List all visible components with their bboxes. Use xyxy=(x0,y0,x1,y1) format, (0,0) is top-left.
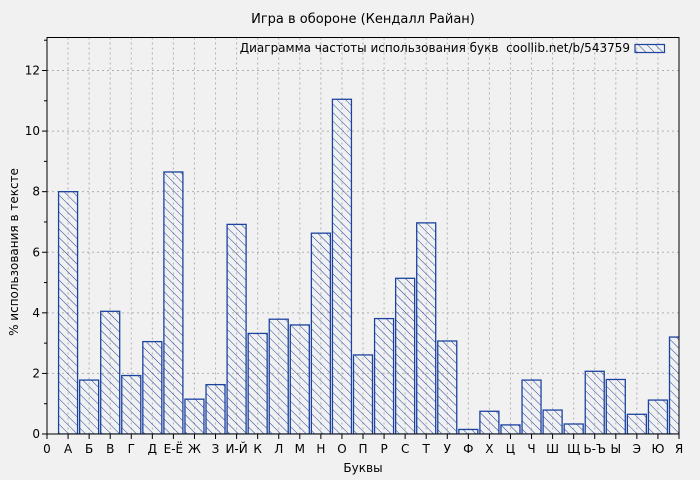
bar-З xyxy=(205,383,226,435)
x-tick-label: Т xyxy=(422,442,431,456)
y-tick-label: 4 xyxy=(32,306,40,320)
bar-Л xyxy=(268,318,289,435)
axis-ticks xyxy=(42,39,680,439)
bar-Р xyxy=(373,317,395,435)
bar-А xyxy=(57,191,79,435)
x-tick-label: Ж xyxy=(188,442,201,456)
y-tick-label: 2 xyxy=(32,366,40,380)
x-tick-label: И-Й xyxy=(225,441,247,456)
bar-Э xyxy=(626,413,648,435)
x-tick-label: Ю xyxy=(651,442,664,456)
bar-Ш xyxy=(542,409,563,435)
x-tick-label: Щ xyxy=(567,442,580,456)
x-tick-label: Я xyxy=(675,442,683,456)
x-tick-label: О xyxy=(337,442,346,456)
bar-Н xyxy=(310,232,332,435)
bar-С xyxy=(394,277,416,435)
bar-И-Й xyxy=(226,223,247,435)
x-tick-label: Ц xyxy=(506,442,515,456)
y-tick-labels: 0 2 4 6 8 10 12 xyxy=(25,64,40,442)
x-tick-label: Э xyxy=(633,442,641,456)
legend-swatch xyxy=(634,43,666,54)
x-tick-labels: 0 А Б В Г Д Е-Ё Ж З И-Й К Л М Н О П Р С Т У Ф Х Ц Ч Ш Щ Ь-Ъ Ы Э Ю Я xyxy=(43,441,683,456)
bar-Ц xyxy=(500,424,521,435)
bar-Ж xyxy=(184,398,205,435)
bar-Щ xyxy=(563,423,584,435)
bar-Т xyxy=(416,222,437,435)
bar-Ь-Ъ xyxy=(584,370,605,435)
bar-Ы xyxy=(605,378,626,435)
bar-Ч xyxy=(521,379,542,435)
bar-Г xyxy=(121,374,142,435)
x-tick-label: Н xyxy=(316,442,325,456)
bar-В xyxy=(100,310,121,435)
y-tick-label: 12 xyxy=(25,64,40,78)
x-tick-label: Ф xyxy=(463,442,473,456)
x-tick-label: У xyxy=(444,442,452,456)
legend: Диаграмма частоты использования букв coo… xyxy=(240,41,666,55)
x-tick-label: А xyxy=(64,442,73,456)
chart-title: Игра в обороне (Кендалл Райан) xyxy=(251,12,475,27)
x-tick-label: Г xyxy=(128,442,135,456)
x-axis-title: Буквы xyxy=(343,461,382,475)
bar-П xyxy=(352,354,374,435)
x-tick-label: М xyxy=(295,442,305,456)
x-tick-label: З xyxy=(212,442,220,456)
bar-Е-Ё xyxy=(163,171,184,435)
bar-Ю xyxy=(647,399,669,435)
x-tick-label: Л xyxy=(274,442,283,456)
legend-label: Диаграмма частоты использования букв coo… xyxy=(240,41,630,55)
bar-К xyxy=(247,332,268,435)
x-tick-label: Ш xyxy=(546,442,559,456)
x-tick-label: Е-Ё xyxy=(164,441,184,456)
x-tick-label: Б xyxy=(85,442,93,456)
y-tick-label: 0 xyxy=(32,427,40,441)
bar-Б xyxy=(78,379,100,435)
y-tick-label: 10 xyxy=(25,124,40,138)
x-tick-label: Ы xyxy=(611,442,622,456)
x-tick-label: 0 xyxy=(43,442,51,456)
bar-Х xyxy=(479,410,500,435)
bar-Ф xyxy=(458,428,479,435)
y-axis-title: % использования в тексте xyxy=(7,168,21,336)
y-tick-label: 8 xyxy=(32,185,40,199)
y-tick-label: 6 xyxy=(32,245,40,259)
bar-Я xyxy=(668,336,679,435)
x-tick-label: Ч xyxy=(527,442,535,456)
bar-У xyxy=(437,340,458,435)
x-tick-label: С xyxy=(401,442,409,456)
x-tick-label: Д xyxy=(148,442,157,456)
x-tick-label: П xyxy=(358,442,367,456)
x-tick-label: В xyxy=(106,442,114,456)
bar-Д xyxy=(142,340,163,435)
bar-О xyxy=(331,98,353,435)
x-tick-label: К xyxy=(253,442,262,456)
x-tick-label: Р xyxy=(380,442,387,456)
bar-М xyxy=(289,324,310,435)
bars-group xyxy=(57,98,679,435)
x-tick-label: Ь-Ъ xyxy=(583,442,606,456)
x-tick-label: Х xyxy=(485,442,493,456)
